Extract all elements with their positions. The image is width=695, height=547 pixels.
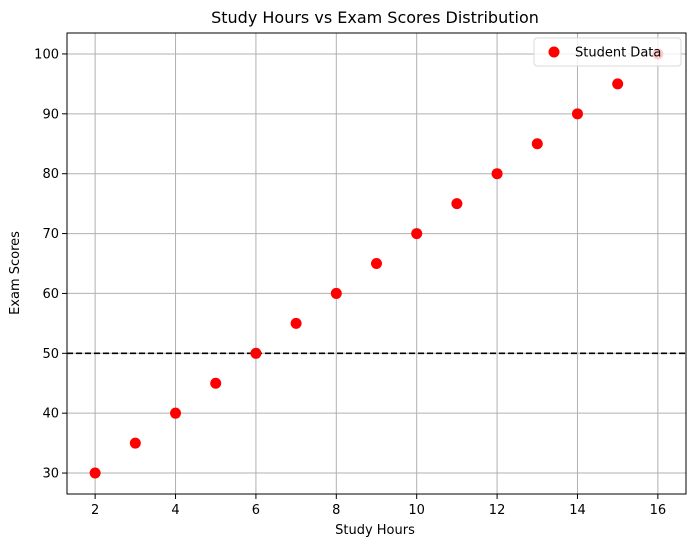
data-point: [129, 437, 141, 449]
y-tick-label: 80: [42, 167, 59, 182]
data-point: [411, 228, 423, 240]
y-axis-ticks: 30 40 50 60 70 80 90 100: [34, 47, 67, 482]
legend-box: [533, 37, 682, 67]
chart-title: Study Hours vs Exam Scores Distribution: [211, 8, 539, 27]
data-point: [571, 108, 583, 120]
data-point: [371, 258, 382, 269]
data-point: [531, 138, 543, 150]
legend-marker: [548, 46, 560, 58]
x-tick-label: 16: [650, 503, 667, 518]
data-point: [451, 198, 463, 210]
x-axis-label: Study Hours: [335, 523, 415, 538]
x-tick-label: 12: [489, 503, 506, 518]
x-tick-label: 4: [171, 503, 179, 518]
x-tick-label: 10: [408, 503, 425, 518]
x-axis-ticks: 2 4 6 8 10 12 14 16: [91, 494, 666, 518]
legend-label: Student Data: [575, 46, 661, 61]
plot-frame: [66, 32, 687, 495]
y-tick-label: 70: [42, 227, 59, 242]
plot-area: [66, 32, 687, 495]
x-tick-label: 14: [569, 503, 586, 518]
data-point: [210, 377, 222, 389]
y-tick-label: 30: [42, 467, 59, 482]
data-point: [89, 467, 101, 479]
y-tick-label: 90: [42, 107, 59, 122]
data-point: [290, 317, 302, 329]
y-tick-label: 60: [42, 287, 59, 302]
y-tick-label: 40: [42, 407, 59, 422]
y-tick-label: 50: [42, 347, 59, 362]
x-tick-label: 2: [91, 503, 99, 518]
data-point: [250, 347, 262, 359]
y-axis-label: Exam Scores: [8, 231, 23, 315]
data-point: [330, 287, 342, 299]
data-point: [170, 407, 182, 419]
x-tick-label: 8: [332, 503, 340, 518]
data-point: [612, 78, 624, 90]
legend: Student Data: [533, 37, 682, 67]
x-tick-label: 6: [252, 503, 260, 518]
data-point: [491, 168, 503, 180]
y-tick-label: 100: [34, 47, 59, 62]
